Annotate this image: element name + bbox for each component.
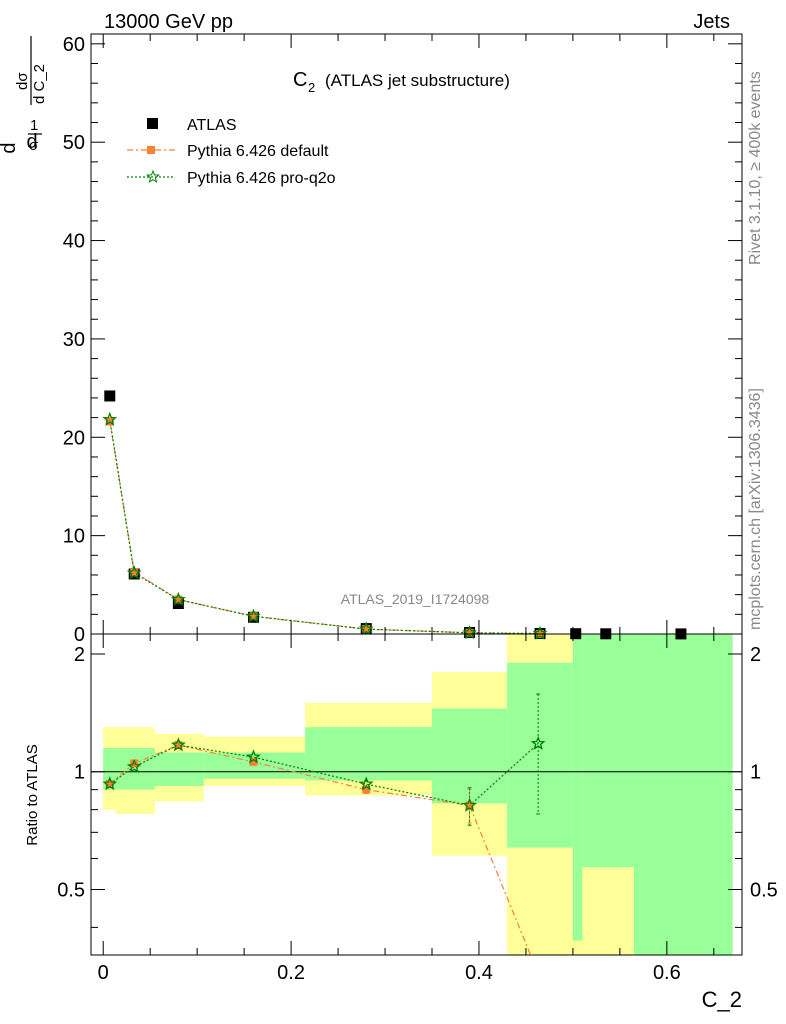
analysis-watermark: ATLAS_2019_I1724098 bbox=[341, 591, 490, 607]
header-process: Jets bbox=[693, 11, 730, 33]
xtick-label-3: 0.6 bbox=[653, 962, 681, 984]
green-band-6 bbox=[507, 663, 573, 848]
ratio-ytick-label-1: 1 bbox=[74, 762, 85, 784]
ylabel-one: 1 bbox=[30, 117, 38, 134]
legend-atlas-label: ATLAS bbox=[187, 117, 237, 134]
main-ytick-label-2: 20 bbox=[63, 427, 85, 449]
green-band-2 bbox=[155, 752, 204, 785]
main-ytick-label-6: 60 bbox=[63, 34, 85, 56]
ratio-ytick-label-right-2: 2 bbox=[750, 644, 761, 666]
figure: 13000 GeV pp Jets Rivet 3.1.10, ≥ 400k e… bbox=[0, 0, 786, 1024]
green-band-9 bbox=[634, 634, 733, 955]
main-ytick-label-0: 0 bbox=[74, 624, 85, 646]
legend: ATLAS Pythia 6.426 default Pythia 6.426 … bbox=[127, 117, 336, 187]
ylabel-dc2: d C_2 bbox=[31, 64, 48, 104]
header-energy: 13000 GeV pp bbox=[104, 11, 233, 33]
ratio-ytick-label-right-0: 0.5 bbox=[750, 879, 778, 901]
ratio-ylabel: Ratio to ATLAS bbox=[24, 744, 41, 845]
green-band-7 bbox=[573, 634, 582, 941]
main-ytick-label-3: 30 bbox=[63, 329, 85, 351]
ratio-ytick-label-right-1: 1 bbox=[750, 762, 761, 784]
legend-default-marker bbox=[147, 146, 155, 154]
title-rest: (ATLAS jet substructure) bbox=[325, 71, 510, 90]
ylabel-sigma: σ bbox=[29, 137, 39, 154]
mcplots-note: mcplots.cern.ch [arXiv:1306.3436] bbox=[747, 388, 764, 630]
ylabel-d: d bbox=[0, 142, 20, 153]
main-ytick-label-1: 10 bbox=[63, 526, 85, 548]
green-band-4 bbox=[305, 727, 432, 780]
title-c: C bbox=[293, 69, 307, 91]
main-ytick-label-4: 40 bbox=[63, 231, 85, 253]
title-sub: 2 bbox=[308, 80, 315, 95]
ratio-ytick-label-2: 2 bbox=[74, 644, 85, 666]
legend-default-label: Pythia 6.426 default bbox=[187, 143, 329, 160]
ylabel-dsigma: dσ bbox=[14, 72, 31, 90]
ratio-bands bbox=[91, 634, 742, 955]
xtick-label-2: 0.4 bbox=[465, 962, 493, 984]
xtick-label-1: 0.2 bbox=[277, 962, 305, 984]
ratio-ytick-label-0: 0.5 bbox=[57, 879, 85, 901]
rivet-note: Rivet 3.1.10, ≥ 400k events bbox=[747, 71, 764, 265]
atlas-point-0 bbox=[104, 390, 115, 401]
green-band-1 bbox=[115, 748, 154, 790]
yellow-gap-0 bbox=[582, 867, 634, 955]
main-ytick-label-5: 50 bbox=[63, 132, 85, 154]
main-ylabel: d 1 σ d dσ d C_2 bbox=[0, 36, 48, 154]
legend-proq2o-label: Pythia 6.426 pro-q2o bbox=[187, 170, 336, 187]
x-axis-label: C_2 bbox=[702, 987, 742, 1012]
legend-atlas-marker bbox=[147, 118, 158, 129]
chart-title: C 2 (ATLAS jet substructure) bbox=[293, 69, 510, 95]
xtick-label-0: 0 bbox=[98, 962, 109, 984]
